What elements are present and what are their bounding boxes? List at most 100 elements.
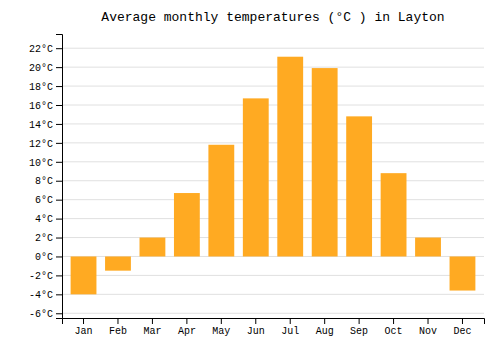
tick: Jul — [281, 318, 299, 337]
tick-mark — [56, 200, 62, 201]
bar — [415, 238, 441, 257]
bar — [105, 256, 131, 270]
tick-mark — [56, 219, 62, 220]
bar — [381, 173, 407, 256]
tick-mark — [462, 318, 463, 324]
tick: Aug — [316, 318, 334, 337]
grid-line — [62, 199, 484, 200]
tick-label: 4°C — [35, 214, 53, 225]
tick-mark — [56, 294, 62, 295]
tick-mark — [255, 318, 256, 324]
tick: 22°C — [29, 44, 62, 55]
axis-line — [63, 319, 485, 325]
tick-label: 0°C — [35, 252, 53, 263]
tick-mark — [56, 67, 62, 68]
tick: 2°C — [35, 233, 62, 244]
y-axis: -6°C -4°C -2°C 0°C 2°C 4°C 6°C 8°C 10°C 12°C 14°C 1… — [29, 35, 63, 320]
grid-line — [62, 275, 484, 276]
bar — [71, 256, 97, 294]
tick-label: -6°C — [29, 309, 53, 320]
tick: May — [212, 318, 230, 337]
tick-mark — [56, 124, 62, 125]
tick: Sep — [350, 318, 368, 337]
grid-line — [62, 313, 484, 314]
title: Average monthly temperatures (°C ) in La… — [101, 10, 444, 25]
tick-label: Jun — [247, 326, 265, 337]
grid-line — [62, 123, 484, 124]
tick-mark — [56, 181, 62, 182]
tick: 8°C — [35, 176, 62, 187]
grid-line — [62, 294, 484, 295]
tick-label: Nov — [419, 326, 437, 337]
tick-mark — [56, 162, 62, 163]
bar — [140, 238, 166, 257]
tick: Feb — [109, 318, 127, 337]
bar — [346, 116, 372, 256]
tick-mark — [186, 318, 187, 324]
bar — [277, 57, 303, 257]
tick: 20°C — [29, 63, 62, 74]
tick: 12°C — [29, 139, 62, 150]
tick-label: 20°C — [29, 63, 53, 74]
tick: -2°C — [29, 271, 62, 282]
tick-mark — [56, 275, 62, 276]
tick-label: 16°C — [29, 101, 53, 112]
tick-label: Apr — [178, 326, 196, 337]
tick-mark — [393, 318, 394, 324]
grid-line — [62, 142, 484, 143]
tick-mark — [428, 318, 429, 324]
tick: Oct — [385, 318, 403, 337]
grid-line — [62, 67, 484, 68]
tick: 16°C — [29, 101, 62, 112]
grid-line — [62, 161, 484, 162]
tick: -4°C — [29, 290, 62, 301]
tick-label: Aug — [316, 326, 334, 337]
tick-label: -2°C — [29, 271, 53, 282]
grid-line — [62, 218, 484, 219]
tick: Dec — [453, 318, 471, 337]
bar — [208, 145, 234, 257]
tick-mark — [359, 318, 360, 324]
grid-line — [62, 105, 484, 106]
tick-label: -4°C — [29, 290, 53, 301]
tick: Jun — [247, 318, 265, 337]
tick-mark — [152, 318, 153, 324]
tick-label: Feb — [109, 326, 127, 337]
tick-label: Sep — [350, 326, 368, 337]
tick-mark — [221, 318, 222, 324]
tick-label: 10°C — [29, 158, 53, 169]
tick: 14°C — [29, 120, 62, 131]
tick: Jan — [75, 318, 93, 337]
tick: -6°C — [29, 309, 62, 320]
tick: 10°C — [29, 158, 62, 169]
tick-mark — [56, 313, 62, 314]
tick-label: Dec — [453, 326, 471, 337]
tick-label: May — [212, 326, 230, 337]
tick-label: 12°C — [29, 139, 53, 150]
tick-label: Oct — [385, 326, 403, 337]
bars — [71, 57, 476, 295]
tick: 0°C — [35, 252, 62, 263]
grid — [62, 48, 484, 313]
tick: Apr — [178, 318, 196, 337]
bar — [174, 193, 200, 256]
tick-mark — [56, 143, 62, 144]
bar — [312, 68, 338, 256]
bar — [243, 98, 269, 256]
tick-mark — [56, 238, 62, 239]
tick-label: 8°C — [35, 176, 53, 187]
chart-container: Jan Feb Mar Apr May Jun Jul Aug Sep Oct Nov Dec -6°C… — [0, 0, 500, 350]
tick: 4°C — [35, 214, 62, 225]
tick-label: 6°C — [35, 195, 53, 206]
tick: 6°C — [35, 195, 62, 206]
plot: Jan Feb Mar Apr May Jun Jul Aug Sep Oct Nov Dec -6°C… — [29, 35, 485, 338]
tick-mark — [56, 105, 62, 106]
tick-mark — [83, 318, 84, 324]
tick-mark — [290, 318, 291, 324]
x-axis: Jan Feb Mar Apr May Jun Jul Aug Sep Oct Nov Dec — [63, 318, 485, 337]
grid-line — [62, 180, 484, 181]
tick-mark — [56, 48, 62, 49]
tick-label: Mar — [143, 326, 161, 337]
chart: Jan Feb Mar Apr May Jun Jul Aug Sep Oct Nov Dec -6°C… — [0, 0, 500, 350]
tick: Nov — [419, 318, 437, 337]
